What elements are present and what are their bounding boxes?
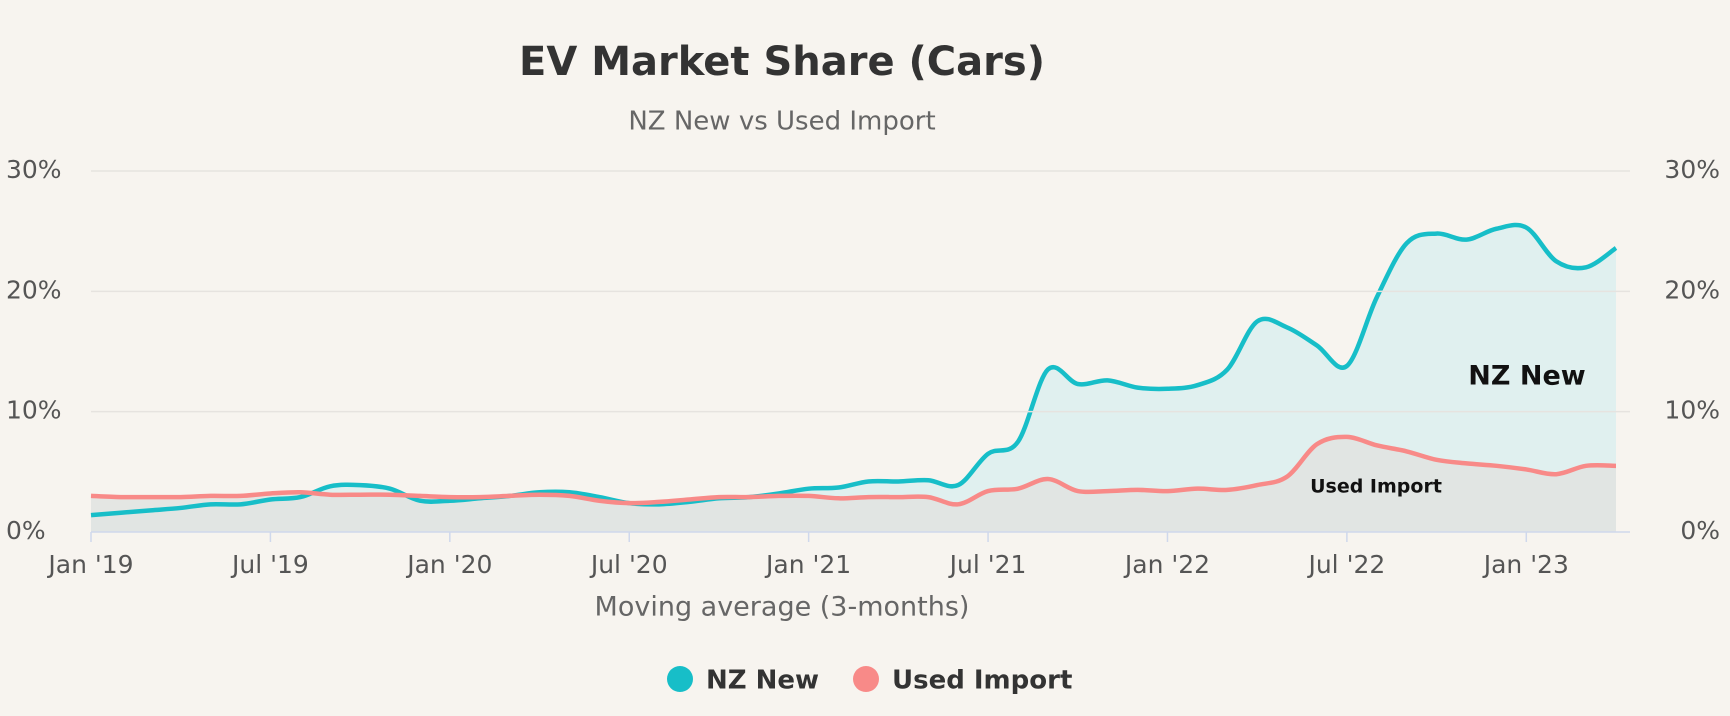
x-tick-label: Jan '20 [405,550,492,579]
annotation: NZ New [1468,361,1585,392]
legend-label: NZ New [706,666,819,696]
legend-swatch [667,666,693,692]
chart-title: EV Market Share (Cars) [519,39,1045,85]
chart-subtitle: NZ New vs Used Import [628,107,935,137]
y-tick-label: 20% [6,275,62,304]
y2-tick-label: 30% [1664,155,1720,184]
x-tick-label: Jan '19 [46,550,133,579]
x-axis-title: Moving average (3-months) [595,592,970,623]
x-tick-label: Jan '23 [1482,550,1569,579]
line [90,222,1618,518]
y-tick-label: 30% [6,155,62,184]
y2-tick-label: 10% [1664,396,1720,425]
x-tick-label: Jan '22 [1123,550,1210,579]
x-tick-label: Jul '19 [230,550,309,579]
annotation: Used Import [1310,476,1442,498]
x-tick-label: Jul '22 [1306,550,1385,579]
legend-swatch [853,666,879,692]
x-tick-label: Jul '21 [948,550,1027,579]
line [90,434,1617,507]
legend-label: Used Import [892,666,1072,696]
y-tick-label: 0% [6,516,46,545]
x-tick-label: Jan '21 [764,550,851,579]
area [91,225,1616,532]
x-tick-label: Jul '20 [589,550,668,579]
y-tick-label: 10% [6,396,62,425]
area [91,436,1616,532]
y2-tick-label: 0% [1680,516,1720,545]
y2-tick-label: 20% [1664,275,1720,304]
